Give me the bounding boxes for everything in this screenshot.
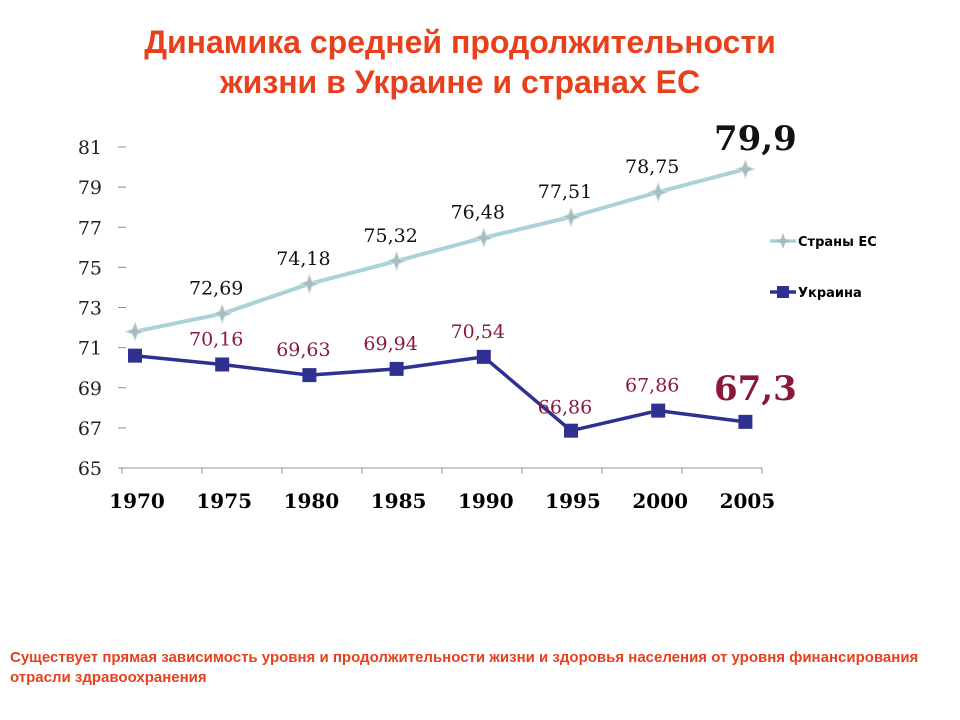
y-tick-label: 71 (78, 338, 102, 360)
x-tick-label: 1980 (284, 489, 340, 513)
legend-entry: Страны ЕС (798, 235, 877, 250)
chart-axes: 1970 1975 1980 1985 1990 1995 2000 2005 65 67 69 71… (78, 137, 775, 513)
series-2-point (128, 348, 142, 363)
series-2-point (651, 403, 666, 418)
data-label: 77,51 (538, 181, 592, 203)
y-tick-label: 73 (78, 298, 102, 320)
series-1-point (473, 227, 495, 249)
series-1-point (386, 250, 408, 272)
series-2-point (215, 357, 230, 372)
y-tick-label: 81 (78, 137, 102, 159)
series-1-point (560, 206, 582, 228)
legend: Страны ЕС Украина (770, 233, 877, 301)
data-label: 74,18 (276, 248, 330, 270)
series-2-point (389, 361, 404, 376)
data-label: 78,75 (625, 156, 679, 178)
data-label: 69,94 (363, 333, 417, 355)
legend-star-marker (775, 233, 791, 249)
series-2-point (564, 423, 578, 438)
x-tick-label: 1970 (109, 489, 165, 513)
data-label: 66,86 (538, 397, 592, 419)
series-2-point (738, 414, 753, 429)
series-1-point (647, 181, 669, 203)
y-tick-label: 77 (78, 217, 102, 239)
chart-title: Динамика средней продолжительности жизни… (0, 22, 920, 102)
chart-title-line-1: Динамика средней продолжительности (144, 24, 776, 60)
series-1-point (211, 303, 233, 325)
series-lines (134, 167, 746, 433)
data-labels: 72,69 74,18 75,32 76,48 77,51 78,75 79,9 70,16 6… (189, 119, 797, 419)
series-1-point (124, 321, 146, 343)
x-tick-label: 2005 (720, 489, 776, 513)
data-label: 69,63 (276, 339, 330, 361)
legend-square-marker (777, 286, 789, 298)
series-2-point (476, 349, 491, 364)
series-line-1 (134, 167, 746, 334)
data-label: 76,48 (451, 202, 505, 224)
data-label: 72,69 (189, 278, 243, 300)
x-tick-label: 2000 (632, 489, 688, 513)
x-tick-label: 1995 (545, 489, 601, 513)
y-tick-label: 65 (78, 458, 102, 480)
x-tick-label: 1990 (458, 489, 514, 513)
footnote: Существует прямая зависимость уровня и п… (10, 649, 919, 686)
y-tick-label: 67 (78, 418, 102, 440)
series-1-point (298, 273, 320, 295)
data-label: 70,16 (189, 328, 243, 350)
y-tick-label: 79 (78, 177, 102, 199)
y-tick-label: 69 (78, 378, 102, 400)
data-label: 67,86 (625, 375, 679, 397)
x-tick-label: 1985 (371, 489, 427, 513)
y-tick-label: 75 (78, 257, 102, 279)
x-tick-label: 1975 (196, 489, 252, 513)
chart-title-line-2: жизни в Украине и странах ЕС (219, 64, 701, 100)
series-markers (124, 158, 756, 438)
legend-entry: Украина (798, 286, 862, 301)
data-label: 75,32 (363, 225, 417, 247)
data-label: 79,9 (714, 119, 797, 159)
life-expectancy-chart: 1970 1975 1980 1985 1990 1995 2000 2005 65 67 69 71… (78, 119, 877, 513)
series-2-point (302, 368, 317, 383)
data-label: 70,54 (451, 321, 505, 343)
data-label: 67,3 (714, 369, 797, 409)
series-1-point (734, 158, 756, 180)
series-line-2 (134, 353, 746, 433)
